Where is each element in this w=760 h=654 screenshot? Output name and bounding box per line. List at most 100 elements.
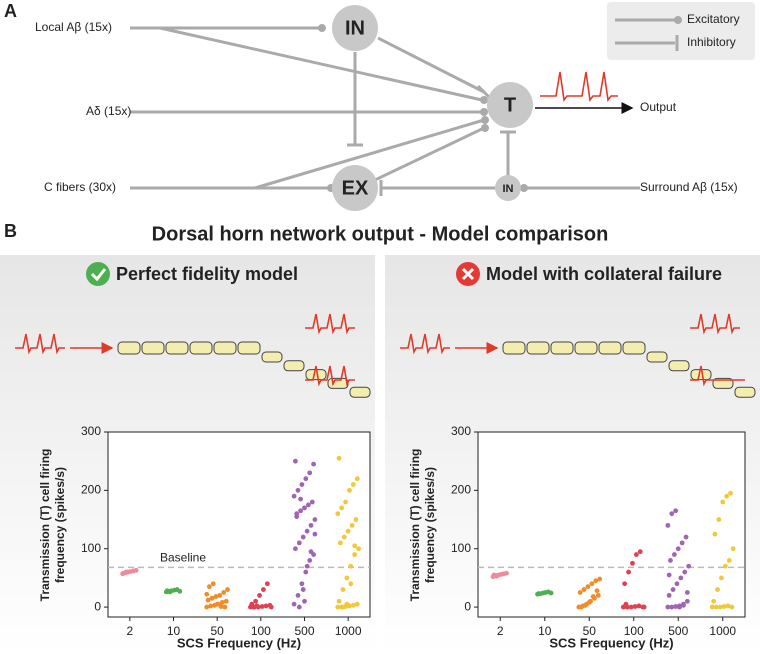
data-point	[307, 557, 313, 563]
axon-segment	[502, 341, 526, 355]
data-point	[221, 590, 227, 595]
node-label: IN	[503, 183, 514, 195]
panel-label: B	[4, 221, 17, 241]
axon-segment	[668, 360, 690, 372]
y-tick-label: 0	[94, 599, 101, 613]
y-axis-label: Transmission (T) cell firing	[408, 449, 422, 602]
data-point	[671, 552, 677, 557]
data-point	[205, 597, 211, 603]
data-point	[720, 499, 726, 505]
data-point	[303, 476, 309, 482]
data-point	[335, 604, 341, 610]
data-point	[684, 598, 690, 604]
data-point	[730, 546, 736, 552]
data-point	[219, 600, 225, 605]
data-point	[133, 567, 139, 573]
y-axis-label: Transmission (T) cell firing	[38, 449, 52, 602]
data-point	[581, 587, 587, 592]
spike-train	[305, 365, 355, 387]
data-point	[309, 499, 315, 505]
data-point	[264, 581, 270, 587]
data-point	[677, 604, 682, 610]
axon-segment	[734, 386, 756, 398]
data-point	[217, 593, 223, 598]
data-point	[536, 591, 541, 597]
input-label: Local Aβ (15x)	[35, 20, 112, 34]
x-tick-label: 10	[167, 624, 181, 638]
x-tick-label: 50	[210, 624, 224, 638]
data-point	[350, 482, 356, 487]
input-label: Aδ (15x)	[86, 104, 131, 118]
data-point	[311, 461, 316, 467]
y-tick-label: 300	[451, 424, 471, 438]
data-point	[253, 598, 259, 604]
data-point	[721, 604, 727, 609]
y-tick-label: 200	[81, 483, 101, 497]
data-point	[302, 505, 307, 511]
data-point	[711, 598, 717, 604]
data-point	[709, 604, 715, 610]
data-point	[678, 575, 684, 581]
data-point	[312, 531, 318, 537]
data-point	[210, 581, 216, 587]
data-point	[669, 511, 675, 517]
data-point	[298, 508, 303, 514]
data-point	[348, 581, 354, 587]
axon-segment	[690, 369, 712, 381]
cross-icon	[456, 262, 480, 286]
plot-frame	[477, 431, 746, 618]
y-tick-label: 200	[451, 483, 471, 497]
axon-segment	[574, 341, 598, 355]
data-point	[257, 593, 262, 598]
axon-segment	[550, 341, 574, 355]
data-point	[725, 603, 731, 609]
legend-label: Inhibitory	[687, 35, 736, 49]
data-point	[204, 604, 210, 610]
data-point	[595, 593, 601, 598]
output-label: Output	[640, 100, 677, 114]
data-point	[335, 511, 341, 517]
data-point	[263, 603, 269, 609]
axon-segment	[165, 341, 189, 355]
data-point	[504, 570, 509, 576]
y-tick-label: 300	[81, 424, 101, 438]
check-icon	[86, 262, 110, 286]
data-point	[261, 587, 266, 592]
spike-train	[400, 333, 450, 355]
axon-segment	[646, 351, 668, 363]
data-point	[728, 490, 733, 496]
y-axis-label: frequency (spikes/s)	[423, 467, 437, 583]
x-tick-label: 1000	[709, 624, 736, 638]
x-tick-label: 500	[668, 624, 688, 638]
network-diagram	[130, 2, 755, 211]
x-tick-label: 2	[497, 624, 504, 638]
model-title: Perfect fidelity model	[116, 264, 298, 284]
data-point	[312, 517, 318, 522]
data-point	[350, 602, 356, 608]
data-point	[300, 534, 306, 540]
data-point	[177, 588, 183, 594]
data-point	[300, 587, 306, 592]
data-point	[354, 601, 360, 607]
data-point	[344, 601, 350, 607]
data-point	[719, 575, 724, 581]
data-point	[713, 604, 719, 610]
data-point	[630, 560, 635, 566]
data-point	[340, 587, 346, 592]
data-point	[336, 455, 342, 461]
data-point	[204, 591, 210, 597]
data-point	[291, 601, 297, 607]
data-point	[679, 540, 685, 546]
data-point	[717, 604, 723, 610]
data-point	[356, 546, 361, 552]
data-point	[593, 578, 599, 584]
data-point	[577, 590, 583, 595]
axon-segment	[189, 341, 213, 355]
axon-segment	[712, 377, 734, 389]
data-point	[665, 604, 671, 610]
data-point	[712, 531, 718, 537]
x-axis-label: SCS Frequency (Hz)	[549, 635, 673, 650]
axon-segment	[213, 341, 237, 355]
data-point	[299, 581, 305, 587]
